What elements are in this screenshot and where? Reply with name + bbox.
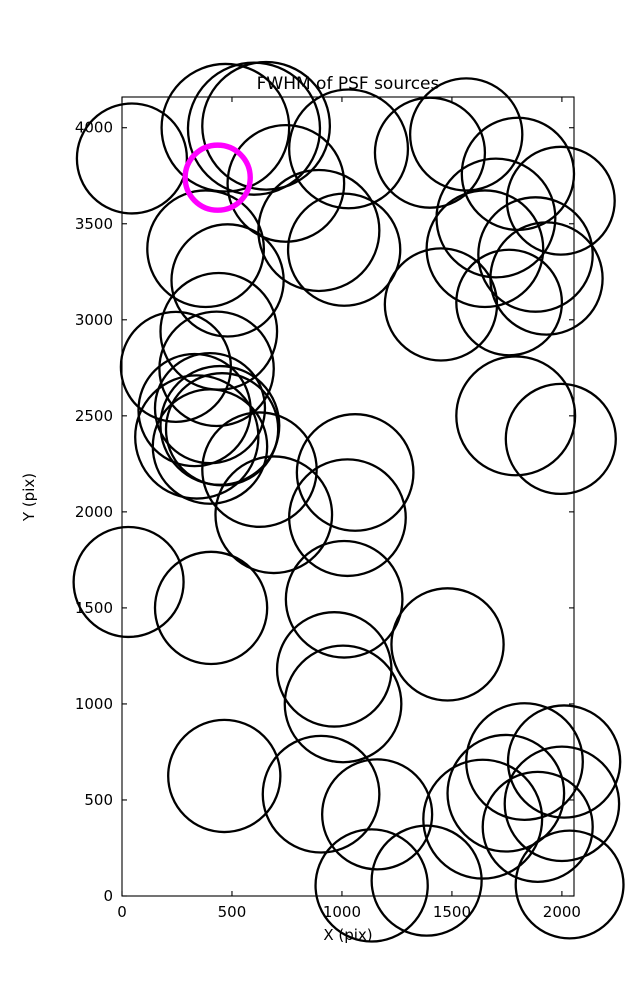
psf-circle xyxy=(146,189,266,309)
psf-circle xyxy=(186,61,322,196)
psf-circle xyxy=(151,388,269,505)
psf-circle xyxy=(164,372,280,487)
x-tick-label: 1000 xyxy=(323,903,361,921)
psf-circle xyxy=(257,168,381,293)
psf-circle xyxy=(153,550,269,666)
psf-circle xyxy=(75,102,189,215)
y-axis-label: Y (pix) xyxy=(20,473,38,522)
psf-circle xyxy=(288,458,407,578)
psf-circle xyxy=(201,411,318,528)
y-tick-label: 500 xyxy=(84,791,113,809)
psf-circle xyxy=(505,145,616,256)
psf-circle xyxy=(435,157,557,279)
psf-circle xyxy=(481,770,594,883)
y-tick-label: 2500 xyxy=(75,407,113,425)
psf-circle xyxy=(514,829,625,940)
psf-circle xyxy=(284,539,404,659)
plot-frame xyxy=(121,96,575,897)
psf-circle xyxy=(314,828,429,943)
psf-circle xyxy=(370,824,483,937)
psf-circle xyxy=(390,587,505,702)
psf-circle xyxy=(477,196,594,313)
psf-circle xyxy=(506,704,622,819)
psf-circle xyxy=(158,310,275,428)
selected-psf-circle xyxy=(182,142,253,213)
x-axis-ticks: 0 500 1000 1500 2000 xyxy=(117,97,581,921)
psf-circle xyxy=(226,123,346,243)
x-tick-label: 2000 xyxy=(543,903,581,921)
psf-circle xyxy=(489,221,604,336)
psf-circle xyxy=(446,733,566,853)
psf-circle xyxy=(170,223,285,338)
psf-circle xyxy=(295,413,415,532)
y-tick-label: 1500 xyxy=(75,599,113,617)
psf-circle xyxy=(408,77,524,192)
psf-circle xyxy=(167,718,282,834)
y-tick-label: 3500 xyxy=(75,215,113,233)
psf-circle xyxy=(321,758,434,871)
psf-circles-layer xyxy=(72,60,625,943)
y-tick-label: 3000 xyxy=(75,311,113,329)
psf-circle xyxy=(503,745,621,863)
psf-circle xyxy=(214,455,334,575)
y-axis-ticks: 0 500 1000 1500 2000 2500 3000 3500 4000 xyxy=(75,119,574,905)
psf-circle xyxy=(160,62,291,193)
psf-circle xyxy=(373,96,487,209)
x-tick-label: 1500 xyxy=(433,903,471,921)
psf-circle xyxy=(504,382,617,496)
psf-circle xyxy=(455,248,564,357)
x-axis-label: X (pix) xyxy=(323,926,372,944)
psf-circle xyxy=(134,374,260,500)
y-tick-label: 4000 xyxy=(75,119,113,137)
psf-circle xyxy=(72,525,185,639)
psf-circle xyxy=(286,192,402,307)
y-tick-label: 0 xyxy=(103,887,113,905)
axes-frame xyxy=(121,96,575,897)
psf-circle xyxy=(460,116,576,232)
page-title: FWHM of PSF sources xyxy=(257,74,440,94)
psf-circle xyxy=(283,644,403,764)
psf-circle xyxy=(383,247,499,362)
psf-circle xyxy=(201,60,332,191)
x-tick-label: 0 xyxy=(117,903,127,921)
psf-circle xyxy=(153,352,267,465)
psf-circle xyxy=(275,611,393,728)
psf-circle xyxy=(425,189,545,309)
y-tick-label: 1000 xyxy=(75,695,113,713)
x-tick-label: 500 xyxy=(218,903,247,921)
psf-circle xyxy=(137,352,252,468)
y-tick-label: 2000 xyxy=(75,503,113,521)
psf-circle xyxy=(288,88,410,210)
psf-circle xyxy=(261,734,381,854)
psf-circle xyxy=(455,355,577,477)
